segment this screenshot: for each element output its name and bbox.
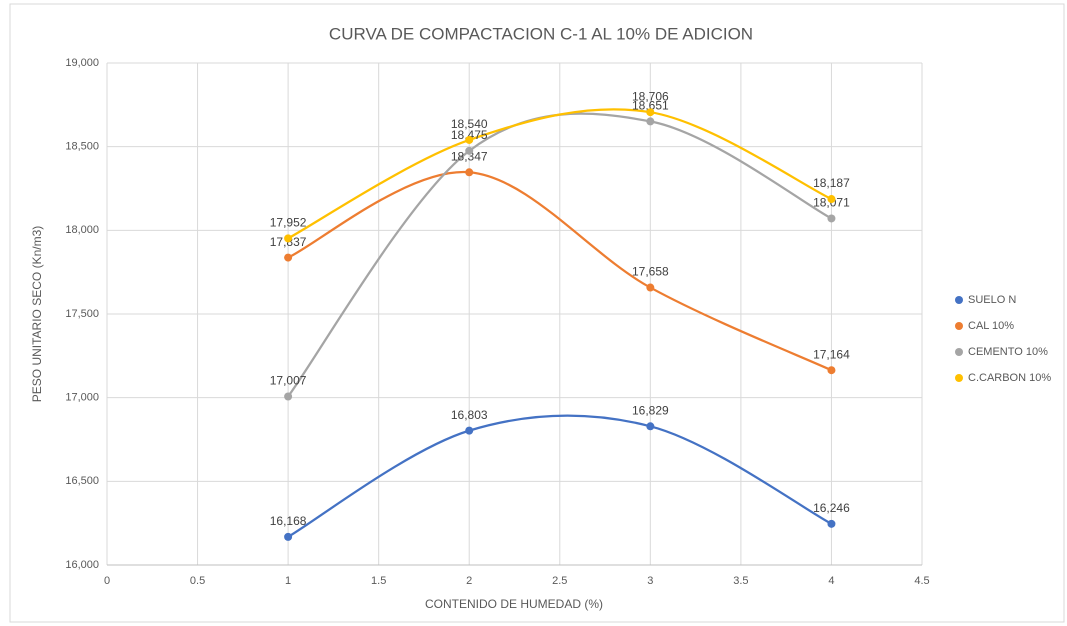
legend-marker [955, 374, 963, 382]
x-tick-label: 1 [285, 575, 291, 587]
x-axis-title: CONTENIDO DE HUMEDAD (%) [425, 597, 603, 611]
data-point [465, 426, 474, 435]
legend-label: CEMENTO 10% [968, 346, 1048, 358]
data-point [284, 532, 293, 541]
data-point [827, 214, 836, 223]
chart-border [9, 3, 1065, 623]
data-label: 18,540 [451, 117, 488, 131]
legend-label: CAL 10% [968, 320, 1014, 332]
data-label: 18,347 [451, 149, 488, 163]
data-point [646, 117, 655, 126]
data-label: 16,168 [270, 514, 307, 528]
y-tick-label: 18,500 [65, 141, 99, 153]
data-label: 16,829 [632, 403, 669, 417]
series-line [287, 108, 832, 240]
data-label: 17,164 [813, 347, 850, 361]
data-point [646, 422, 655, 431]
data-point [284, 392, 293, 401]
y-axis-title: PESO UNITARIO SECO (Kn/m3) [30, 226, 44, 402]
data-point [827, 519, 836, 528]
data-label: 18,187 [813, 176, 850, 190]
data-point [827, 366, 836, 375]
data-point [827, 195, 836, 204]
data-label: 16,803 [451, 408, 488, 422]
data-label: 17,007 [270, 374, 307, 388]
series-line [287, 171, 832, 372]
y-tick-label: 19,000 [65, 57, 99, 69]
data-label: 18,706 [632, 89, 669, 103]
legend-marker [955, 296, 963, 304]
y-tick-label: 16,500 [65, 475, 99, 487]
data-point [284, 253, 293, 262]
x-tick-label: 2.5 [552, 575, 567, 587]
data-label: 16,246 [813, 501, 850, 515]
x-tick-label: 2 [466, 575, 472, 587]
data-point [646, 283, 655, 292]
x-tick-label: 0 [104, 575, 110, 587]
series-line [287, 414, 832, 538]
x-tick-label: 1.5 [371, 575, 386, 587]
data-label: 17,658 [632, 265, 669, 279]
data-label: 17,952 [270, 216, 307, 230]
data-point [284, 234, 293, 243]
y-tick-label: 16,000 [65, 559, 99, 571]
x-tick-label: 0.5 [190, 575, 205, 587]
chart-title: CURVA DE COMPACTACION C-1 AL 10% DE ADIC… [329, 24, 753, 43]
y-tick-label: 17,500 [65, 308, 99, 320]
data-label: 18,475 [451, 128, 488, 142]
y-tick-label: 18,000 [65, 224, 99, 236]
legend-label: C.CARBON 10% [968, 372, 1051, 384]
data-point [465, 168, 474, 177]
x-tick-label: 4 [828, 575, 834, 587]
legend-label: SUELO N [968, 294, 1016, 306]
data-point [465, 146, 474, 155]
data-label: 18,651 [632, 99, 669, 113]
x-tick-label: 3.5 [733, 575, 748, 587]
x-tick-label: 4.5 [914, 575, 929, 587]
data-point [646, 108, 655, 117]
x-tick-label: 3 [647, 575, 653, 587]
data-point [465, 135, 474, 144]
legend-marker [955, 348, 963, 356]
y-tick-label: 17,000 [65, 392, 99, 404]
legend-marker [955, 322, 963, 330]
